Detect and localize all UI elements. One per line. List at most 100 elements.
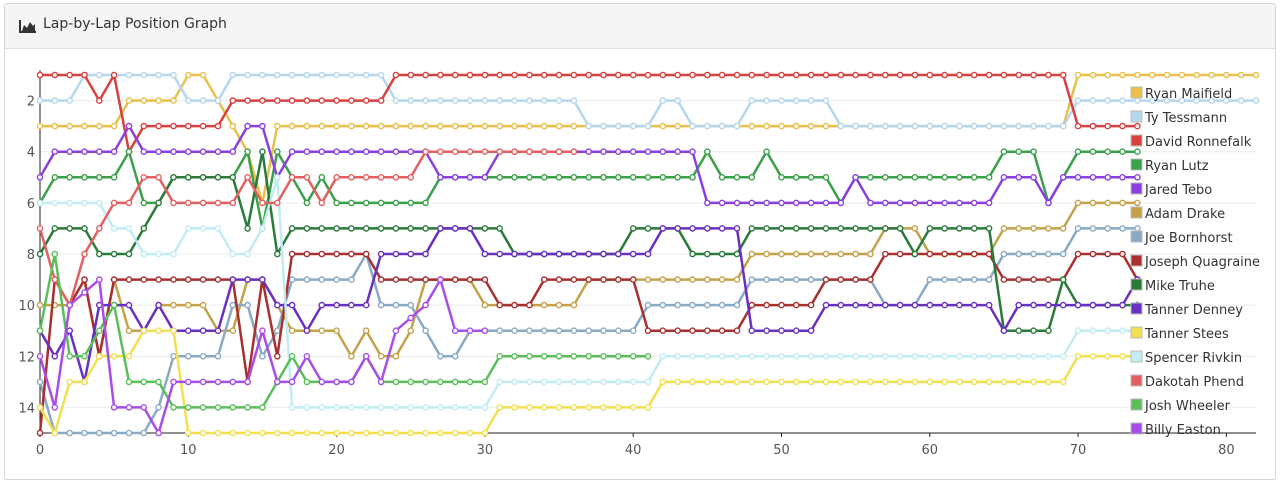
series-13-point-2 [66, 352, 73, 360]
series-2-point-57 [882, 71, 889, 79]
series-1-point-80 [1223, 97, 1230, 104]
legend-label-9: Tanner Denney [1144, 303, 1243, 318]
series-10-point-54 [837, 378, 845, 386]
series-7-point-68 [1045, 276, 1052, 283]
series-7-point-19 [318, 250, 326, 258]
series-12-point-4 [96, 225, 103, 232]
series-3-point-40 [629, 173, 637, 181]
series-8-point-20 [333, 225, 340, 232]
series-7-point-26 [422, 276, 429, 283]
series-4-point-1 [51, 148, 59, 155]
series-0-point-32 [511, 122, 518, 130]
series-10-point-60 [926, 378, 934, 386]
series-11-point-2 [66, 199, 73, 207]
series-12-point-22 [362, 173, 370, 181]
series-4-point-12 [214, 148, 222, 155]
series-4-point-11 [199, 148, 207, 155]
series-2-point-37 [585, 71, 593, 79]
series-4-point-54 [837, 199, 845, 207]
series-9-point-1 [51, 352, 59, 360]
series-4-point-14 [244, 122, 251, 130]
series-3-point-50 [778, 173, 785, 181]
series-4-point-65 [1000, 173, 1008, 181]
series-2-point-16 [273, 97, 281, 104]
series-5-point-17 [288, 327, 296, 335]
series-4-point-28 [451, 173, 459, 181]
x-tick-label-40: 40 [625, 443, 642, 458]
series-9-point-67 [1030, 301, 1037, 309]
series-11-point-33 [526, 378, 533, 386]
series-4-point-40 [629, 148, 637, 155]
series-9-point-21 [348, 301, 355, 309]
series-7-point-22 [362, 250, 370, 258]
series-6-point-19 [318, 276, 326, 283]
series-2-point-51 [793, 71, 800, 79]
series-1-point-52 [807, 97, 815, 104]
series-7-point-34 [540, 276, 548, 283]
series-9-point-38 [600, 250, 607, 258]
series-8-point-64 [985, 225, 993, 232]
series-2-point-32 [511, 71, 518, 79]
series-1-point-76 [1163, 97, 1171, 104]
series-3-point-51 [793, 173, 800, 181]
legend-swatch-0 [1130, 86, 1143, 99]
series-9-point-23 [377, 250, 385, 258]
series-7-point-30 [481, 276, 489, 283]
series-11-point-66 [1015, 352, 1023, 360]
series-8-point-59 [911, 250, 919, 258]
series-10-point-65 [1000, 378, 1008, 386]
series-7-point-28 [451, 276, 459, 283]
series-3-point-4 [96, 173, 103, 181]
series-10-point-13 [229, 429, 237, 437]
series-0-point-20 [333, 122, 340, 130]
series-10-point-35 [555, 404, 563, 411]
series-8-point-19 [318, 225, 326, 232]
series-3-point-43 [674, 173, 682, 181]
series-13-point-39 [615, 352, 622, 360]
series-9-point-71 [1089, 301, 1097, 309]
series-9-point-11 [199, 327, 207, 335]
series-11-point-25 [407, 404, 415, 411]
series-6-point-71 [1089, 225, 1097, 232]
series-13-point-34 [540, 352, 548, 360]
series-2-point-54 [837, 71, 845, 79]
series-4-point-0 [36, 173, 44, 181]
series-1-point-73 [1119, 97, 1126, 104]
legend-swatch-11 [1130, 350, 1143, 363]
series-9-point-59 [911, 301, 919, 309]
series-9-point-41 [644, 250, 652, 258]
series-2-point-71 [1089, 122, 1097, 130]
series-9-point-25 [407, 250, 415, 258]
series-10-point-30 [481, 429, 489, 437]
series-2-point-21 [348, 97, 355, 104]
series-3-point-1 [51, 173, 59, 181]
series-11-point-10 [184, 225, 192, 232]
series-5-point-48 [748, 250, 756, 258]
series-12-point-13 [229, 199, 237, 207]
series-4-point-9 [170, 148, 177, 155]
series-10-point-43 [674, 378, 682, 386]
legend-label-6: Joe Bornhorst [1144, 231, 1233, 246]
series-10-point-70 [1074, 352, 1082, 360]
series-2-point-25 [407, 71, 415, 79]
series-10-point-14 [244, 429, 251, 437]
series-5-point-71 [1089, 199, 1097, 207]
series-0-point-78 [1193, 71, 1200, 79]
series-7-point-35 [555, 276, 563, 283]
series-0-point-30 [481, 122, 489, 130]
series-10-point-45 [704, 378, 711, 386]
series-8-point-69 [1059, 276, 1067, 283]
series-11-point-12 [214, 225, 222, 232]
series-3-point-57 [882, 173, 889, 181]
series-14-point-25 [407, 314, 415, 322]
series-0-point-42 [659, 122, 667, 130]
series-0-point-82 [1252, 71, 1260, 79]
series-line-4 [38, 124, 1138, 205]
series-4-point-6 [125, 122, 133, 130]
y-tick-label-6: 6 [27, 197, 35, 212]
y-tick-label-4: 4 [27, 146, 35, 161]
series-7-point-9 [170, 276, 177, 283]
series-9-point-64 [985, 301, 993, 309]
series-10-point-72 [1104, 352, 1111, 360]
series-2-point-59 [911, 71, 919, 79]
